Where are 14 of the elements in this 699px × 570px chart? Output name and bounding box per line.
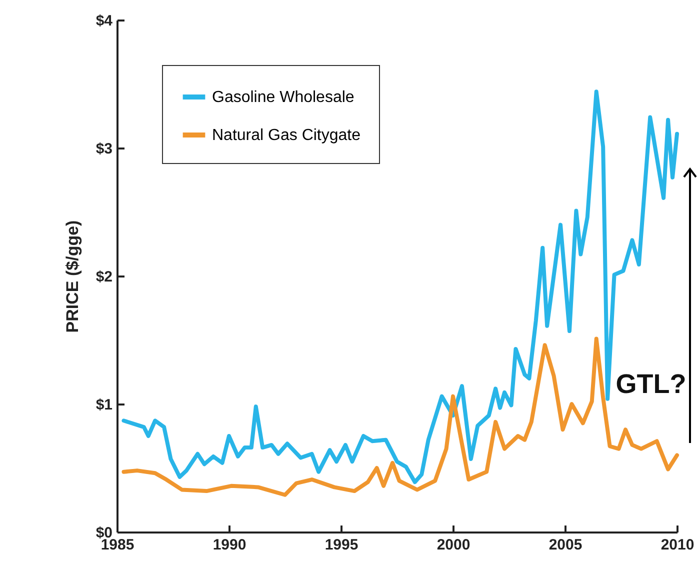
x-tick-label: 1995 <box>324 536 358 554</box>
x-tick-label: 1990 <box>212 536 246 554</box>
annotation: GTL? <box>616 369 686 399</box>
x-tick-label: 1985 <box>100 536 134 554</box>
x-tick-label: 2000 <box>436 536 470 554</box>
x-tick-label: 2005 <box>548 536 582 554</box>
y-axis-title: PRICE ($/gge) <box>62 220 82 333</box>
y-tick-label: $3 <box>96 140 112 158</box>
x-tick-label: 2010 <box>660 536 694 554</box>
y-tick-label: $2 <box>96 268 112 286</box>
y-tick-label: $1 <box>96 396 112 414</box>
legend-label: Gasoline Wholesale <box>212 89 354 106</box>
legend-label: Natural Gas Citygate <box>212 127 361 144</box>
y-tick-label: $4 <box>96 12 114 30</box>
